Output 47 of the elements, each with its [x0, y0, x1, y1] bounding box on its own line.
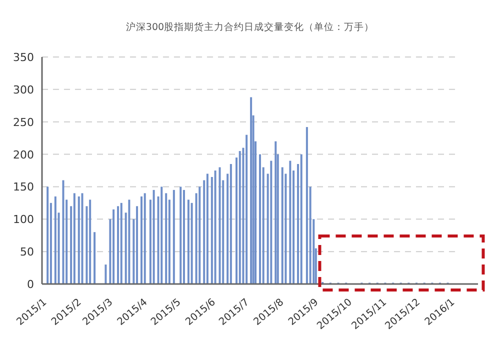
bar [218, 167, 221, 284]
bar [152, 190, 155, 284]
bar [78, 196, 80, 284]
bar [281, 167, 284, 284]
bar [104, 264, 107, 284]
bar [160, 186, 163, 284]
y-tick-label: 200 [13, 148, 34, 162]
bar [112, 209, 115, 284]
y-tick-label: 250 [13, 116, 34, 129]
bar [140, 196, 142, 284]
y-tick-label: 100 [13, 213, 34, 226]
bar [214, 170, 216, 284]
y-tick-label: 50 [20, 246, 34, 259]
bar [250, 97, 252, 284]
bar [54, 196, 56, 284]
bar [172, 190, 175, 284]
bar [206, 174, 208, 284]
bar [198, 186, 201, 284]
bar [182, 190, 185, 284]
bar [274, 141, 277, 284]
bar [136, 206, 138, 284]
bar [300, 154, 302, 284]
bar [187, 200, 190, 284]
bar [270, 160, 272, 284]
bar [117, 206, 120, 284]
bar [259, 154, 261, 284]
bar [89, 200, 92, 284]
bar [81, 193, 84, 284]
bar [165, 193, 168, 284]
bar [94, 232, 96, 284]
bar [120, 202, 122, 284]
bar [246, 134, 248, 284]
y-tick-label: 350 [13, 51, 34, 64]
bar [289, 160, 292, 284]
bar [144, 193, 146, 284]
y-tick-label: 300 [13, 83, 34, 96]
bar [190, 202, 193, 284]
y-tick-label: 0 [27, 278, 34, 291]
chart-title: 沪深300股指期货主力合约日成交量变化（单位：万手） [126, 21, 374, 33]
bar [46, 186, 49, 284]
bar [73, 193, 76, 284]
y-tick-label: 150 [13, 180, 34, 194]
bar [238, 151, 241, 284]
bar [230, 164, 232, 284]
bar [128, 200, 130, 284]
bar [180, 186, 182, 284]
bar [306, 127, 308, 284]
